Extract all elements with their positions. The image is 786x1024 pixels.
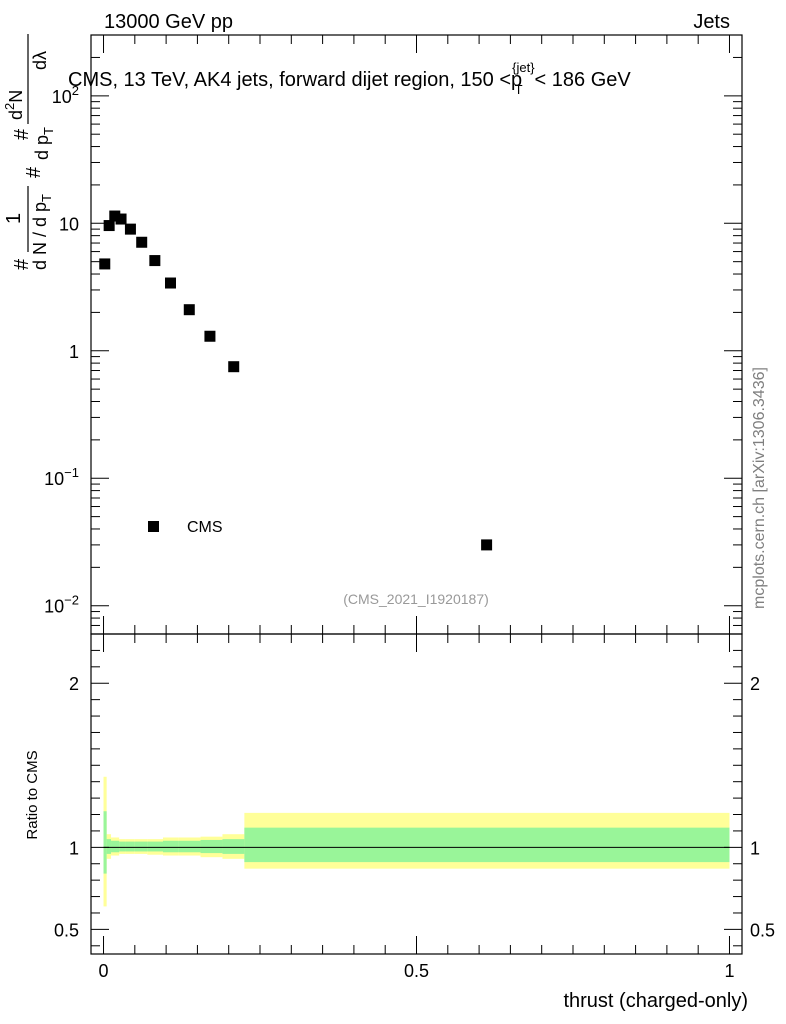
ratio-band-inner xyxy=(222,839,245,854)
legend-marker xyxy=(148,521,159,532)
data-point xyxy=(124,223,136,235)
data-point xyxy=(115,213,127,225)
ratio-band-inner xyxy=(111,840,120,853)
y-tick-label-0.1: 10−1 xyxy=(44,465,79,489)
legend-label: CMS xyxy=(187,519,223,536)
ratio-tick-label-1-left: 1 xyxy=(69,838,79,858)
ratio-band-inner xyxy=(125,841,135,852)
ratio-bands xyxy=(103,776,730,907)
y-tick-label-100: 102 xyxy=(52,83,79,107)
ratio-tick-label-2-right: 2 xyxy=(750,674,760,694)
y-tick-label-10: 10 xyxy=(59,214,79,234)
svg-text:#: # xyxy=(11,258,33,270)
x-tick-label-0: 0 xyxy=(99,961,109,981)
ratio-band-inner xyxy=(106,839,112,854)
svg-text:dλ: dλ xyxy=(30,51,50,70)
ratio-plot-frame xyxy=(90,633,743,955)
ratio-tick-label-0.5-left: 0.5 xyxy=(54,920,79,940)
data-point xyxy=(99,258,111,270)
analysis-id: (CMS_2021_I1920187) xyxy=(343,591,489,607)
data-point xyxy=(109,210,121,222)
y-tick-labels: 10−2 10−1 1 10 102 xyxy=(44,83,79,617)
data-point xyxy=(136,236,148,248)
svg-text:d pT: d pT xyxy=(32,127,56,160)
ratio-band-inner xyxy=(200,839,223,854)
data-point xyxy=(228,361,240,373)
axis-ticks xyxy=(91,34,742,954)
category-label: Jets xyxy=(693,11,730,33)
x-tick-label-1: 1 xyxy=(724,961,734,981)
svg-text:#: # xyxy=(11,128,33,140)
main-plot-frame xyxy=(90,34,743,635)
data-point xyxy=(481,539,493,551)
ratio-band-inner xyxy=(162,840,179,853)
svg-text:#: # xyxy=(23,166,45,178)
x-axis-title: thrust (charged-only) xyxy=(563,990,748,1012)
data-point xyxy=(204,330,216,342)
energy-label: 13000 GeV pp xyxy=(104,11,233,33)
ratio-band-inner xyxy=(178,840,201,853)
y-tick-label-0.01: 10−2 xyxy=(44,593,79,617)
plot-title: CMS, 13 TeV, AK4 jets, forward dijet reg… xyxy=(68,60,631,97)
data-point xyxy=(164,277,176,289)
y-tick-label-1: 1 xyxy=(69,342,79,362)
side-watermark: mcplots.cern.ch [arXiv:1306.3436] xyxy=(751,367,768,609)
ratio-axis-title: Ratio to CMS xyxy=(24,750,41,839)
data-markers xyxy=(99,210,493,551)
svg-text:d N / d pT: d N / d pT xyxy=(30,194,54,270)
data-point xyxy=(183,304,195,316)
ratio-tick-label-2-left: 2 xyxy=(69,674,79,694)
x-tick-label-0.5: 0.5 xyxy=(404,961,429,981)
ratio-band-inner xyxy=(103,811,107,874)
ratio-band-inner xyxy=(244,827,730,863)
ratio-tick-label-1-right: 1 xyxy=(750,838,760,858)
ratio-band-inner xyxy=(134,841,148,852)
y-axis-title: # 1 d N / d pT # d pT # d2N dλ xyxy=(2,34,56,270)
ratio-band-inner xyxy=(147,841,163,852)
data-point xyxy=(103,220,115,232)
svg-text:1: 1 xyxy=(3,213,25,224)
ratio-band-inner xyxy=(119,841,126,852)
svg-text:d2N: d2N xyxy=(2,90,26,120)
data-point xyxy=(149,255,161,267)
ratio-tick-label-0.5-right: 0.5 xyxy=(750,920,775,940)
